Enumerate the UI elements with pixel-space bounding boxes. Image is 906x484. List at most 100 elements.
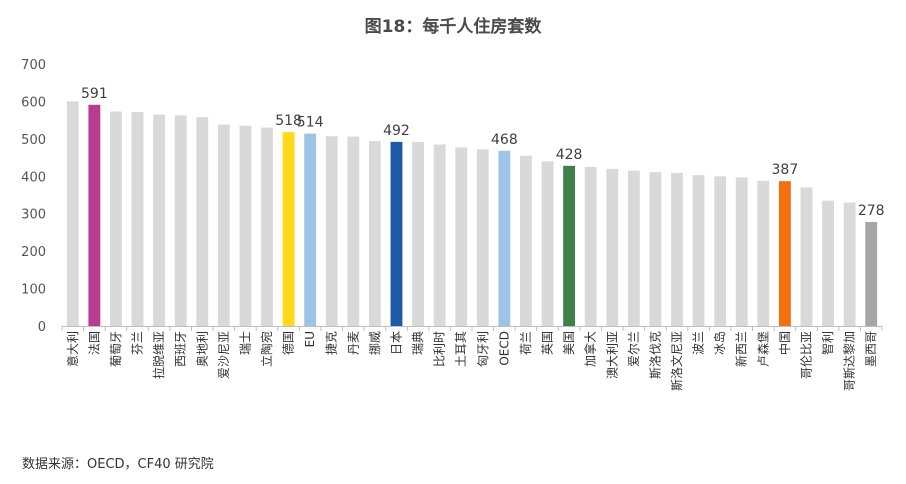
bar [196,117,209,326]
bar [865,221,878,326]
x-tick-label: 土耳其 [454,331,468,367]
x-tick-label: 加拿大 [583,331,598,367]
data-label: 518 [275,113,302,129]
x-tick-label: 匈牙利 [476,331,490,367]
bar [390,141,403,326]
bar [282,132,295,326]
y-tick-label: 100 [21,283,46,298]
bar [239,125,252,326]
bar [735,177,748,326]
x-tick-label: 新西兰 [734,331,749,367]
x-tick-label: 斯洛文尼亚 [669,331,684,391]
bar [368,141,381,326]
x-tick-label: 冰岛 [712,331,727,355]
x-tick-label: OECD [497,331,511,366]
x-tick-label: 瑞士 [238,331,252,355]
bar [541,161,554,326]
bar [627,170,640,326]
bar [66,101,79,326]
bar [217,124,230,327]
bar [584,166,597,326]
bar [606,168,619,326]
x-tick-label: 墨西哥 [864,331,878,367]
x-tick-label: 澳大利亚 [605,331,619,379]
bar [347,136,360,326]
x-tick-label: 爱尔兰 [626,331,641,367]
source-note: 数据来源：OECD，CF40 研究院 [22,457,214,472]
data-label: 591 [81,86,108,102]
x-tick-label: 卢森堡 [755,331,770,367]
x-tick-label: 哥伦比亚 [798,331,813,379]
bar [88,104,101,326]
y-tick-label: 400 [21,170,46,185]
x-tick-label: 瑞典 [411,331,425,355]
bar [692,175,705,326]
data-label: 278 [858,203,885,219]
y-tick-label: 300 [21,208,46,223]
y-tick-label: 600 [21,95,46,110]
bar [671,172,683,326]
x-tick-label: 中国 [777,331,792,355]
bar [131,111,144,326]
x-tick-label: 爱沙尼亚 [217,331,231,379]
data-label: 387 [772,162,799,178]
x-tick-label: 美国 [562,331,576,355]
x-tick-label: 意大利 [65,331,80,367]
x-tick-label: 日本 [389,331,403,355]
x-tick-label: 拉脱维亚 [151,331,166,379]
x-tick-label: 奥地利 [195,331,209,367]
chart-title: 图18：每千人住房套数 [364,17,542,37]
bar [520,155,532,326]
x-tick-label: 立陶宛 [259,331,274,367]
bar [261,127,273,326]
x-tick-label: 芬兰 [131,331,145,355]
x-tick-label: 英国 [541,331,555,355]
x-tick-label: 哥斯达黎加 [843,331,857,391]
bar [649,172,662,326]
x-tick-label: 西班牙 [174,331,188,367]
data-label: 514 [297,115,324,131]
bar [778,181,791,326]
bar [498,150,511,326]
x-tick-label: EU [303,331,317,347]
x-tick-label: 捷克 [325,331,339,355]
bar [412,141,424,326]
bar [325,136,338,326]
x-tick-label: 荷兰 [519,331,533,355]
data-label: 492 [383,123,410,139]
bar [174,115,187,326]
bar [433,144,446,326]
y-tick-label: 200 [21,245,46,260]
x-tick-label: 法国 [87,331,101,355]
bar [563,165,576,326]
bar [800,187,813,326]
x-tick-label: 波兰 [692,331,706,355]
y-tick-label: 0 [38,320,46,335]
data-label: 428 [556,147,583,163]
bar [455,147,468,326]
bars [66,101,878,327]
data-label: 468 [491,132,518,148]
bar [757,180,770,326]
y-tick-label: 500 [21,133,46,148]
bar [110,111,122,326]
x-tick-label: 智利 [820,331,835,355]
bar [822,200,834,326]
bar [714,176,727,326]
x-tick-label: 比利时 [433,331,447,367]
bar [476,149,489,326]
y-tick-label: 700 [21,58,46,73]
x-tick-label: 德国 [281,331,296,355]
bar [843,202,856,326]
bar [304,133,317,326]
x-tick-label: 挪威 [368,331,382,355]
x-tick-label: 丹麦 [346,331,360,355]
x-tick-label: 葡萄牙 [109,331,123,367]
bar [153,114,166,327]
x-tick-label: 斯洛伐克 [647,331,662,379]
x-axis: 意大利 法国 葡萄牙 芬兰 拉脱维亚 西班牙 奥地利 爱沙尼亚 瑞士 立陶宛 德国 EU 捷克 丹麦 挪威日… [61,326,883,391]
y-axis: 0 100 200 300 400 500 600 700 [21,58,46,335]
